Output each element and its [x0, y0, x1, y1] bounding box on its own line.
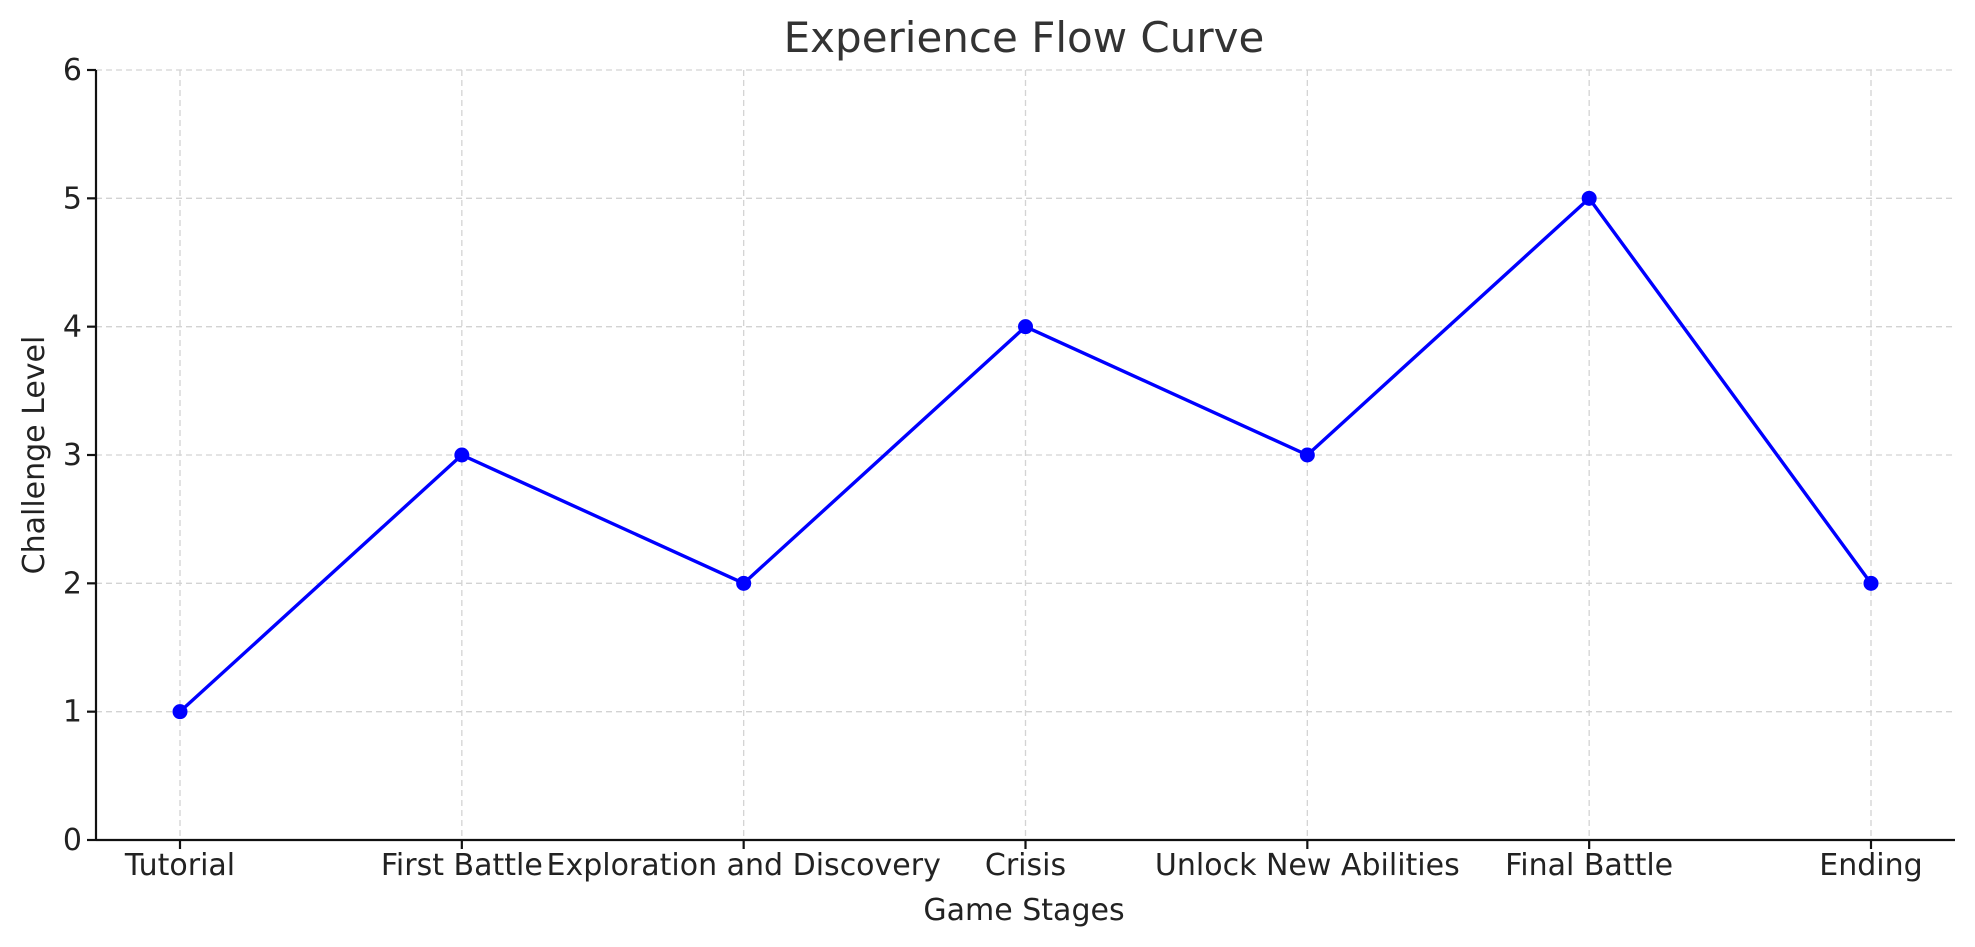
y-axis-label: Challenge Level [17, 336, 52, 575]
x-tick-label: Crisis [985, 848, 1066, 883]
x-tick-label: Exploration and Discovery [546, 848, 940, 883]
chart-title: Experience Flow Curve [784, 13, 1265, 62]
data-point [1581, 190, 1597, 206]
x-tick-label: Unlock New Abilities [1155, 848, 1460, 883]
x-tick-label: Tutorial [124, 848, 235, 883]
data-point [736, 575, 752, 591]
series-layer [172, 190, 1879, 720]
y-tick-label: 6 [63, 53, 82, 88]
x-ticks: Tutorial First Battle Exploration and Disc… [124, 840, 1923, 883]
data-point [172, 704, 188, 720]
y-tick-label: 5 [63, 181, 82, 216]
x-axis-label: Game Stages [923, 893, 1124, 928]
grid [96, 69, 1955, 840]
y-ticks: 0 1 2 3 4 5 6 [63, 53, 96, 858]
x-tick-label: Ending [1819, 848, 1922, 883]
x-tick-label: Final Battle [1505, 848, 1673, 883]
data-point [1299, 447, 1315, 463]
y-tick-label: 2 [63, 566, 82, 601]
y-tick-label: 0 [63, 823, 82, 858]
data-point [454, 447, 470, 463]
y-tick-label: 4 [63, 310, 82, 345]
data-point [1863, 575, 1879, 591]
data-point [1018, 319, 1033, 335]
y-tick-label: 1 [63, 695, 82, 730]
x-tick-label: First Battle [381, 848, 543, 883]
y-tick-label: 3 [63, 438, 82, 473]
